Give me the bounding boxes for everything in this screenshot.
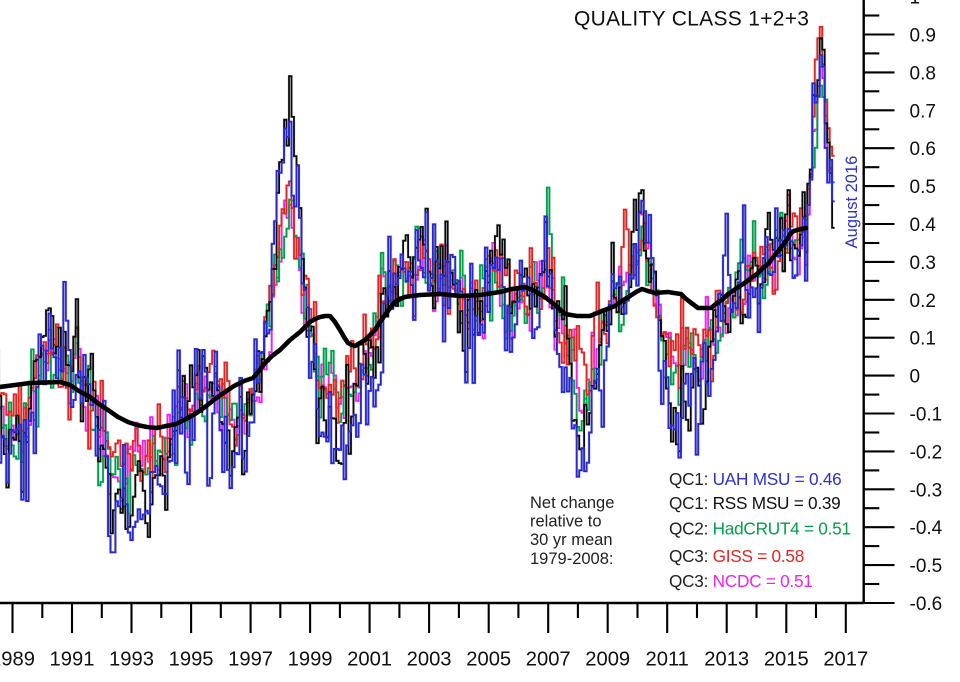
svg-text:0.5: 0.5 (910, 177, 936, 198)
svg-text:1995: 1995 (169, 649, 214, 671)
svg-text:2009: 2009 (585, 649, 630, 671)
svg-text:2005: 2005 (466, 649, 511, 671)
svg-text:30 yr mean: 30 yr mean (530, 531, 613, 549)
svg-text:0.2: 0.2 (910, 291, 936, 312)
svg-text:1: 1 (910, 0, 921, 9)
svg-text:QC3: NCDC = 0.51: QC3: NCDC = 0.51 (669, 571, 813, 591)
svg-text:Net change: Net change (530, 494, 614, 512)
svg-text:-0.6: -0.6 (910, 594, 943, 615)
svg-text:0: 0 (910, 367, 921, 388)
svg-text:2001: 2001 (347, 649, 392, 671)
svg-text:QC2: HadCRUT4 = 0.51: QC2: HadCRUT4 = 0.51 (669, 519, 851, 539)
svg-text:1979-2008:: 1979-2008: (530, 550, 614, 568)
svg-text:0.8: 0.8 (910, 63, 936, 84)
svg-text:0.1: 0.1 (910, 329, 936, 350)
svg-text:0.9: 0.9 (910, 26, 936, 47)
svg-text:0.4: 0.4 (910, 215, 937, 236)
svg-text:-0.2: -0.2 (910, 442, 943, 463)
svg-text:-0.1: -0.1 (910, 405, 943, 426)
svg-text:QC1: UAH MSU = 0.46: QC1: UAH MSU = 0.46 (669, 469, 841, 489)
svg-text:0.6: 0.6 (910, 139, 936, 160)
svg-text:-0.4: -0.4 (910, 518, 943, 539)
svg-text:2011: 2011 (645, 649, 688, 671)
svg-text:2013: 2013 (704, 649, 749, 671)
svg-text:1989: 1989 (0, 649, 35, 671)
svg-text:2017: 2017 (823, 649, 868, 671)
svg-text:1993: 1993 (109, 649, 154, 671)
svg-text:2015: 2015 (764, 649, 809, 671)
svg-text:1999: 1999 (288, 649, 333, 671)
svg-text:relative to: relative to (530, 513, 602, 531)
svg-text:0.3: 0.3 (910, 253, 936, 274)
svg-text:2003: 2003 (407, 649, 452, 671)
svg-text:-0.5: -0.5 (910, 556, 943, 577)
svg-text:QC1: RSS MSU = 0.39: QC1: RSS MSU = 0.39 (669, 493, 841, 513)
svg-text:1991: 1991 (50, 649, 95, 671)
svg-text:2007: 2007 (526, 649, 571, 671)
svg-text:QC3: GISS = 0.58: QC3: GISS = 0.58 (669, 546, 804, 566)
svg-text:-0.3: -0.3 (910, 480, 943, 501)
svg-text:1997: 1997 (228, 649, 273, 671)
svg-text:QUALITY CLASS 1+2+3: QUALITY CLASS 1+2+3 (574, 8, 809, 31)
svg-text:August 2016: August 2016 (843, 156, 861, 249)
svg-text:0.7: 0.7 (910, 101, 936, 122)
